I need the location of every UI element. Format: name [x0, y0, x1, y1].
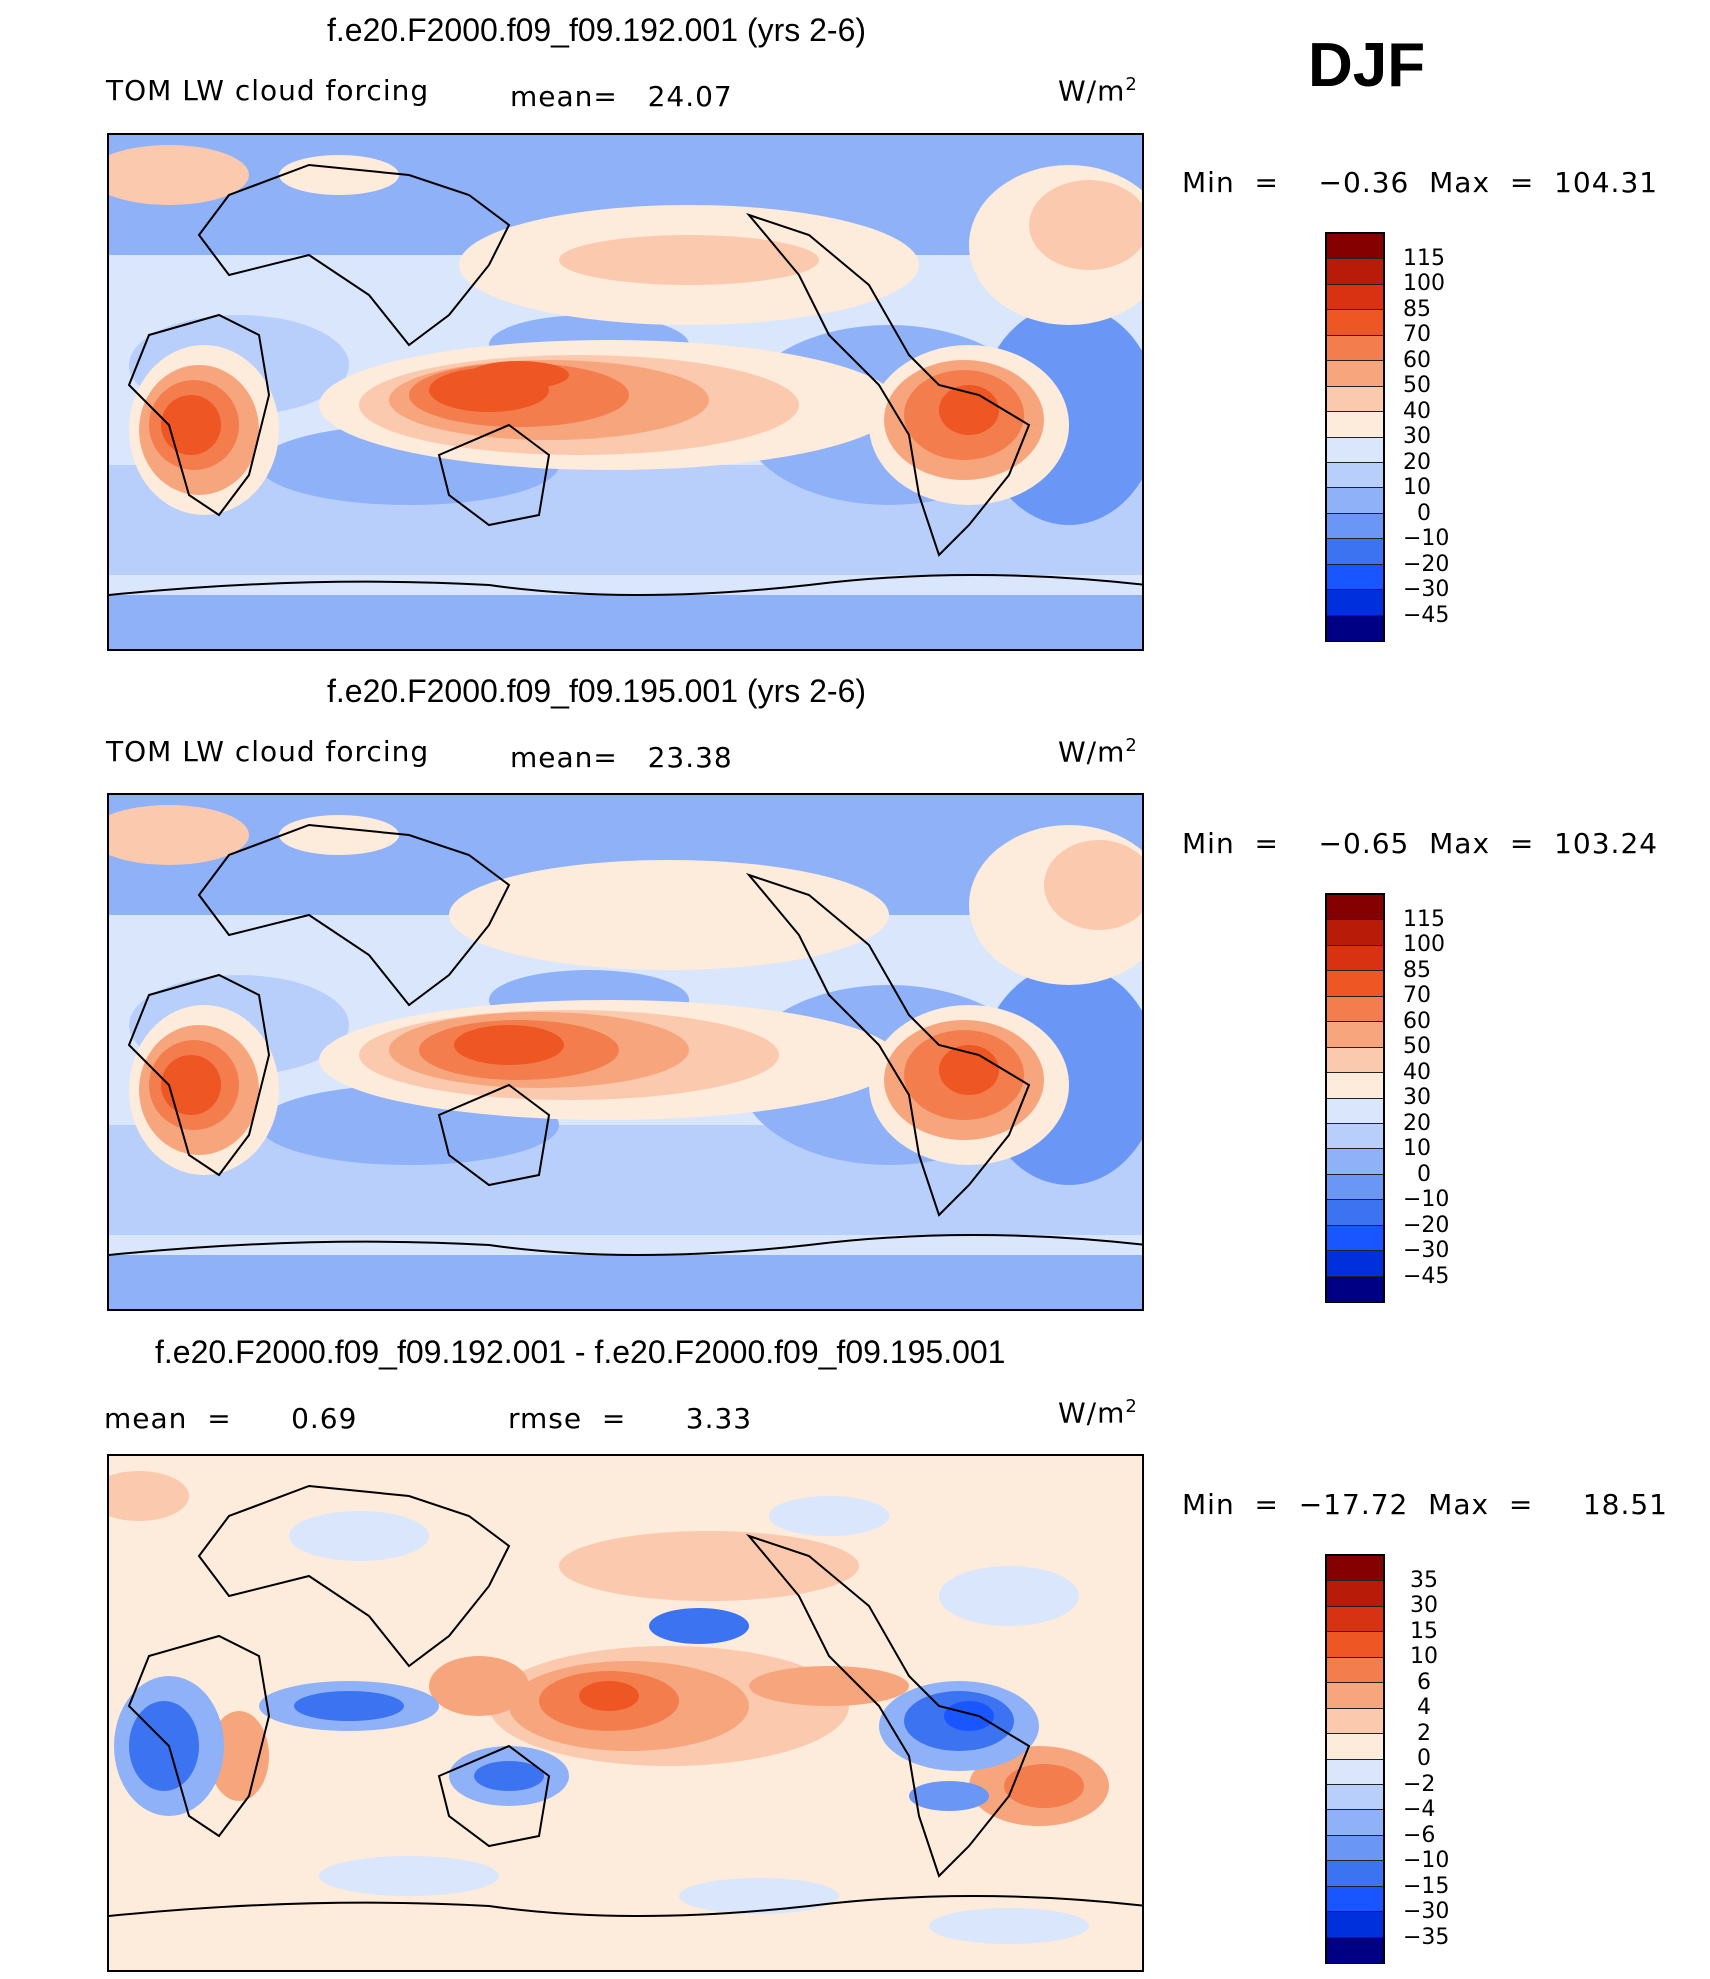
- tick-label: 15: [1410, 1619, 1438, 1644]
- panel1-colorbar: [1325, 232, 1385, 642]
- tick-label: 10: [1403, 1136, 1431, 1161]
- tick-label: −10: [1403, 526, 1450, 551]
- panel1-title: f.e20.F2000.f09_f09.192.001 (yrs 2-6): [327, 12, 867, 48]
- panel3-title: f.e20.F2000.f09_f09.192.001 - f.e20.F200…: [155, 1334, 1006, 1370]
- tick-label: −10: [1403, 1848, 1450, 1873]
- panel1-mean: mean= 24.07: [510, 80, 733, 113]
- panel3-colorbar: [1325, 1554, 1385, 1964]
- panel2-mean: mean= 23.38: [510, 741, 733, 774]
- tick-label: −35: [1403, 1925, 1450, 1950]
- tick-label: −6: [1403, 1823, 1436, 1848]
- tick-label: 85: [1403, 958, 1431, 983]
- tick-label: 30: [1403, 1085, 1431, 1110]
- tick-label: 30: [1410, 1593, 1438, 1618]
- tick-label: 4: [1417, 1695, 1431, 1720]
- panel3-minmax: Min = −17.72 Max = 18.51: [1182, 1488, 1668, 1521]
- panel1-map: [107, 133, 1144, 651]
- tick-label: 40: [1403, 1060, 1431, 1085]
- panel2-variable: TOM LW cloud forcing: [106, 735, 430, 768]
- panel1-minmax: Min = −0.36 Max = 104.31: [1182, 166, 1659, 199]
- tick-label: −20: [1403, 1213, 1450, 1238]
- panel2-coastlines: [109, 823, 1142, 1256]
- panel1-antarctic-band: [109, 595, 1142, 649]
- tick-label: 60: [1403, 348, 1431, 373]
- tick-label: 0: [1417, 1746, 1431, 1771]
- tick-label: −30: [1403, 577, 1450, 602]
- tick-label: 6: [1417, 1670, 1431, 1695]
- tick-label: −4: [1403, 1797, 1436, 1822]
- panel2-map: [107, 793, 1144, 1311]
- tick-label: 50: [1403, 1034, 1431, 1059]
- tick-label: −45: [1403, 1264, 1450, 1289]
- tick-label: 2: [1417, 1721, 1431, 1746]
- tick-label: 70: [1403, 322, 1431, 347]
- tick-label: 10: [1410, 1644, 1438, 1669]
- tick-label: 0: [1417, 1162, 1431, 1187]
- panel1-variable: TOM LW cloud forcing: [106, 74, 430, 107]
- tick-label: 100: [1403, 932, 1445, 957]
- panel1-units: W/m2: [1058, 74, 1138, 108]
- tick-label: −30: [1403, 1899, 1450, 1924]
- tick-label: −45: [1403, 603, 1450, 628]
- tick-label: 30: [1403, 424, 1431, 449]
- tick-label: 50: [1403, 373, 1431, 398]
- tick-label: 60: [1403, 1009, 1431, 1034]
- tick-label: 20: [1403, 450, 1431, 475]
- tick-label: 0: [1417, 501, 1431, 526]
- tick-label: 10: [1403, 475, 1431, 500]
- tick-label: 85: [1403, 297, 1431, 322]
- tick-label: −2: [1403, 1772, 1436, 1797]
- tick-label: 70: [1403, 983, 1431, 1008]
- tick-label: 35: [1410, 1568, 1438, 1593]
- season-label: DJF: [1308, 31, 1426, 100]
- tick-label: 40: [1403, 399, 1431, 424]
- tick-label: 100: [1403, 271, 1445, 296]
- tick-label: 115: [1403, 246, 1445, 271]
- panel3-coastlines: [109, 1484, 1142, 1917]
- tick-label: 20: [1403, 1111, 1431, 1136]
- panel3-map: [107, 1454, 1144, 1972]
- panel2-units: W/m2: [1058, 735, 1138, 769]
- panel2-title: f.e20.F2000.f09_f09.195.001 (yrs 2-6): [327, 673, 867, 709]
- tick-label: −20: [1403, 552, 1450, 577]
- panel3-units: W/m2: [1058, 1396, 1138, 1430]
- tick-label: 115: [1403, 907, 1445, 932]
- panel3-mean: mean = 0.69: [104, 1402, 358, 1435]
- tick-label: −15: [1403, 1874, 1450, 1899]
- tick-label: −10: [1403, 1187, 1450, 1212]
- panel3-rmse: rmse = 3.33: [508, 1402, 753, 1435]
- panel2-minmax: Min = −0.65 Max = 103.24: [1182, 827, 1659, 860]
- tick-label: −30: [1403, 1238, 1450, 1263]
- panel1-coastlines: [109, 163, 1142, 596]
- panel2-colorbar: [1325, 893, 1385, 1303]
